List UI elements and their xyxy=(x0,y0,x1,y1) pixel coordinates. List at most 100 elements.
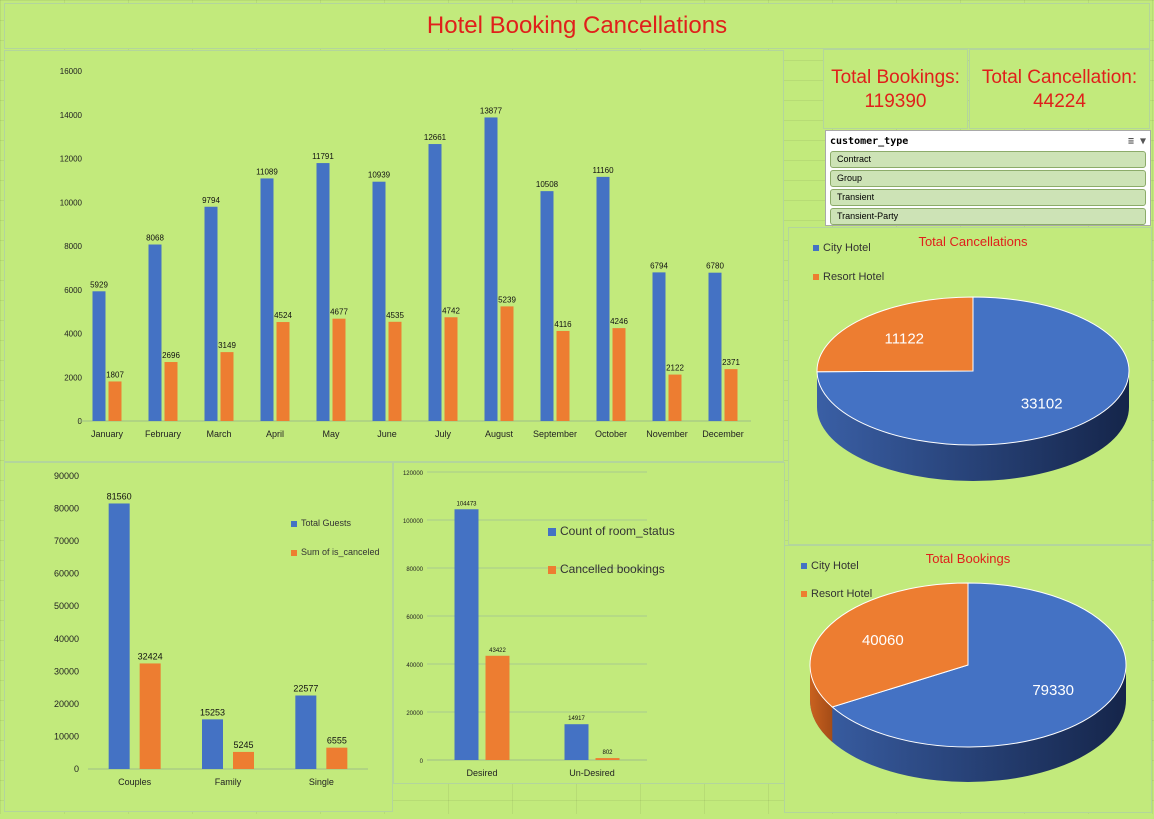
pie-title: Total Cancellations xyxy=(918,234,1028,249)
data-label: 4246 xyxy=(610,317,628,326)
legend-label: Count of room_status xyxy=(560,524,675,538)
legend-swatch xyxy=(801,563,807,569)
y-tick-label: 40000 xyxy=(54,634,79,644)
x-tick-label: Family xyxy=(215,777,242,787)
data-label: 5245 xyxy=(233,740,253,750)
bar xyxy=(373,182,386,421)
bar xyxy=(149,245,162,421)
dashboard-title-text: Hotel Booking Cancellations xyxy=(427,12,727,40)
bar xyxy=(326,748,347,769)
data-label: 5239 xyxy=(498,295,516,304)
data-label: 4535 xyxy=(386,311,404,320)
x-tick-label: July xyxy=(435,429,452,439)
legend-label: Resort Hotel xyxy=(811,588,872,600)
bar xyxy=(165,362,178,421)
y-tick-label: 100000 xyxy=(403,519,424,525)
data-label: 1807 xyxy=(106,370,124,379)
legend-swatch xyxy=(291,521,297,527)
data-label: 10508 xyxy=(536,180,559,189)
legend-swatch xyxy=(548,528,556,536)
y-tick-label: 0 xyxy=(74,764,79,774)
legend-swatch xyxy=(548,566,556,574)
bar xyxy=(669,375,682,421)
legend-label: Resort Hotel xyxy=(823,271,884,283)
y-tick-label: 70000 xyxy=(54,536,79,546)
bar xyxy=(455,509,479,760)
y-tick-label: 14000 xyxy=(60,111,83,120)
bar xyxy=(317,163,330,421)
bar xyxy=(261,178,274,421)
slicer-title: customer_type xyxy=(830,136,908,147)
bar xyxy=(93,291,106,421)
data-label: 3149 xyxy=(218,341,236,350)
data-label: 104473 xyxy=(456,501,477,507)
legend-label: Cancelled bookings xyxy=(560,562,665,576)
total-bookings-card[interactable]: Total Bookings: 119390 xyxy=(823,49,968,129)
y-tick-label: 10000 xyxy=(60,198,83,207)
customer-type-slicer[interactable]: customer_type ≡ ▼ Contract Group Transie… xyxy=(825,130,1151,226)
x-tick-label: November xyxy=(646,429,688,439)
x-tick-label: February xyxy=(145,429,182,439)
legend-label: Total Guests xyxy=(301,518,352,528)
legend-label: City Hotel xyxy=(823,242,871,254)
multi-select-icon[interactable]: ≡ xyxy=(1128,136,1134,147)
y-tick-label: 10000 xyxy=(54,731,79,741)
x-tick-label: Desired xyxy=(466,768,497,778)
x-tick-label: Single xyxy=(309,777,334,787)
data-label: 802 xyxy=(602,750,613,756)
y-tick-label: 2000 xyxy=(64,373,82,382)
data-label: 4116 xyxy=(554,320,572,329)
bar xyxy=(205,207,218,421)
data-label: 5929 xyxy=(90,280,108,289)
pie-data-label: 79330 xyxy=(1032,682,1074,699)
slicer-item-transient-party[interactable]: Transient-Party xyxy=(830,208,1146,225)
data-label: 2696 xyxy=(162,351,180,360)
data-label: 15253 xyxy=(200,707,225,717)
room-status-chart: 0200004000060000800001000001200001044734… xyxy=(394,463,786,785)
legend-swatch xyxy=(291,550,297,556)
bar xyxy=(221,352,234,421)
monthly-chart-area[interactable]: 0200040006000800010000120001400016000592… xyxy=(4,50,784,462)
pie-data-label: 40060 xyxy=(862,632,904,649)
data-label: 22577 xyxy=(293,683,318,693)
bar xyxy=(202,719,223,769)
bar xyxy=(389,322,402,421)
data-label: 32424 xyxy=(138,651,163,661)
slicer-item-contract[interactable]: Contract xyxy=(830,151,1146,168)
data-label: 11791 xyxy=(312,152,334,161)
bar xyxy=(295,695,316,769)
bar xyxy=(725,369,738,421)
y-tick-label: 4000 xyxy=(64,330,82,339)
x-tick-label: March xyxy=(206,429,231,439)
dashboard-title: Hotel Booking Cancellations xyxy=(4,3,1150,49)
bar xyxy=(277,322,290,421)
y-tick-label: 120000 xyxy=(403,471,424,477)
data-label: 4524 xyxy=(274,311,292,320)
total-cancellation-value: 44224 xyxy=(970,90,1149,114)
data-label: 11160 xyxy=(592,166,614,175)
slicer-item-transient[interactable]: Transient xyxy=(830,189,1146,206)
total-cancellation-card[interactable]: Total Cancellation: 44224 xyxy=(969,49,1150,129)
guest-type-chart: 0100002000030000400005000060000700008000… xyxy=(5,463,394,813)
data-label: 6555 xyxy=(327,736,347,746)
total-cancellation-label: Total Cancellation: xyxy=(970,66,1149,90)
bar xyxy=(565,724,589,760)
bar xyxy=(597,177,610,421)
legend-swatch xyxy=(813,245,819,251)
pie-title: Total Bookings xyxy=(926,551,1011,566)
x-tick-label: June xyxy=(377,429,397,439)
y-tick-label: 30000 xyxy=(54,666,79,676)
clear-filter-icon[interactable]: ▼ xyxy=(1140,136,1146,147)
bar xyxy=(613,328,626,421)
y-tick-label: 12000 xyxy=(60,155,83,164)
slicer-item-group[interactable]: Group xyxy=(830,170,1146,187)
pie-data-label: 33102 xyxy=(1021,395,1063,412)
data-label: 4677 xyxy=(330,308,348,317)
y-tick-label: 6000 xyxy=(64,286,82,295)
bar xyxy=(541,191,554,421)
bar xyxy=(596,758,620,760)
